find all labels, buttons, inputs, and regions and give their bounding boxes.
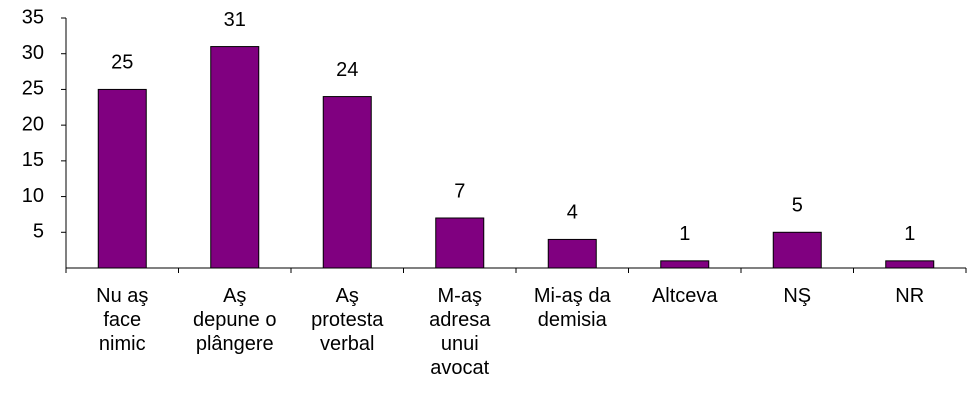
value-label: 5 [792, 195, 803, 217]
x-tick-label: Mi-aş da demisia [533, 285, 611, 331]
y-tick-label: 5 [33, 221, 44, 243]
bar [547, 238, 597, 269]
value-label: 4 [567, 202, 578, 224]
value-label: 1 [904, 223, 915, 245]
x-tick-label: NR [895, 285, 925, 307]
x-tick-label: M-aş adresa unui avocat [429, 285, 491, 379]
y-tick-label: 35 [22, 6, 44, 28]
bar [97, 88, 147, 269]
x-tick-label: Altceva [651, 285, 718, 307]
y-tick-label: 30 [22, 42, 44, 64]
bar [660, 260, 710, 269]
x-tick-label: NŞ [783, 285, 812, 307]
x-tick-label: Nu aş face nimic [96, 285, 149, 355]
x-tick-label: Aş depune o plângere [193, 285, 277, 355]
value-label: 1 [679, 223, 690, 245]
bar [772, 231, 822, 269]
bar [210, 46, 260, 269]
y-tick-label: 20 [22, 113, 44, 135]
y-tick-label: 15 [22, 149, 44, 171]
value-label: 7 [454, 180, 465, 202]
bar [885, 260, 935, 269]
y-tick-label: 25 [22, 78, 44, 100]
y-tick-label: 10 [22, 185, 44, 207]
bar [322, 96, 372, 269]
x-tick-label: Aş protesta verbal [311, 285, 384, 355]
value-label: 31 [224, 9, 246, 31]
bar [435, 217, 485, 269]
value-label: 24 [336, 59, 358, 81]
value-label: 25 [111, 52, 133, 74]
